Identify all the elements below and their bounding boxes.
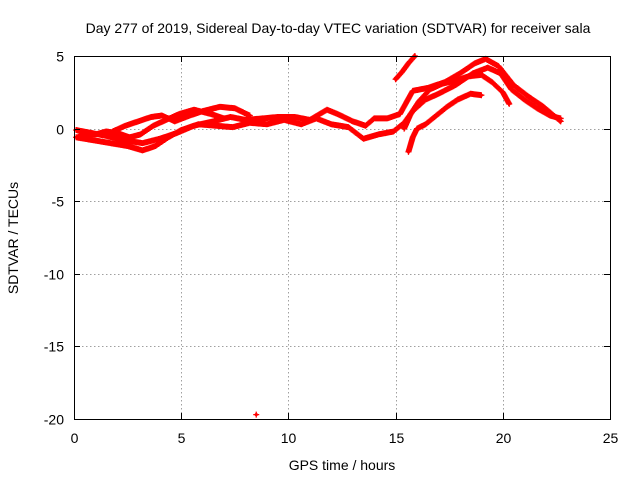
plus-markers: [253, 411, 260, 418]
tick-labels: 0 5 10 15 20 25 5 0 -5 -10 -15 -20: [44, 49, 619, 447]
y-tick-label: -5: [52, 194, 65, 210]
x-tick-label: 10: [281, 430, 297, 446]
plus-markers: [405, 90, 485, 155]
x-tick-label: 15: [389, 430, 405, 446]
y-tick-label: -10: [44, 267, 64, 283]
plus-markers: [392, 53, 418, 83]
x-axis-label: GPS time / hours: [289, 457, 396, 473]
plus-markers: [77, 106, 228, 141]
x-tick-label: 20: [496, 430, 512, 446]
y-tick-label: 0: [56, 122, 64, 138]
series-track-5: [392, 53, 418, 83]
data-layer: [73, 53, 564, 418]
y-tick-label: -15: [44, 339, 64, 355]
series-track-6: [405, 90, 485, 155]
x-tick-label: 0: [71, 430, 79, 446]
grid: [74, 56, 610, 419]
plus-markers: [401, 71, 513, 132]
series-track-4: [77, 106, 228, 141]
y-tick-label: -20: [44, 412, 64, 428]
x-tick-label: 5: [178, 430, 186, 446]
chart-title: Day 277 of 2019, Sidereal Day-to-day VTE…: [86, 20, 591, 36]
series-isolated: [253, 411, 260, 418]
y-axis-label: SDTVAR / TECUs: [5, 182, 21, 294]
y-tick-label: 5: [56, 49, 64, 65]
ticks: [74, 56, 611, 420]
x-tick-label: 25: [603, 430, 619, 446]
series-track-7: [401, 71, 513, 132]
plot-frame: [74, 56, 611, 420]
